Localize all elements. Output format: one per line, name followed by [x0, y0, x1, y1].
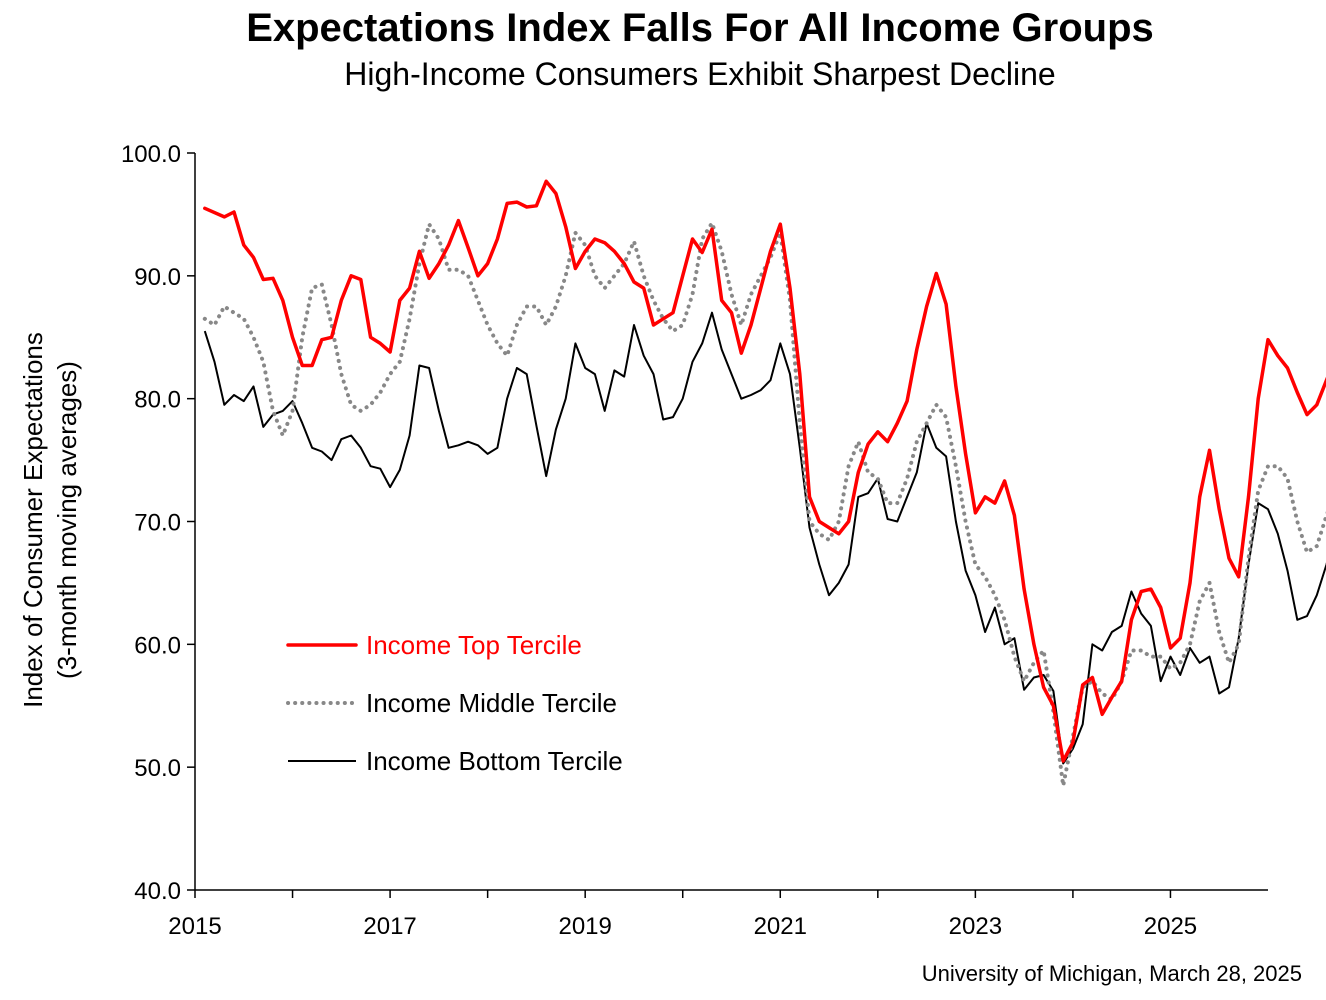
series-line-top: [203, 179, 1326, 763]
x-tick-label: 2021: [754, 913, 807, 940]
x-tick-label: 2015: [168, 913, 221, 940]
x-tick-label: 2017: [363, 913, 416, 940]
x-tick-label: 2025: [1144, 913, 1197, 940]
legend-label-middle: Income Middle Tercile: [366, 688, 617, 718]
series-layer: [202, 179, 1326, 788]
y-tick-label: 50.0: [134, 755, 181, 782]
y-axis-title-line1: Index of Consumer Expectations: [18, 332, 48, 708]
x-tick-label: 2023: [949, 913, 1002, 940]
chart-subtitle: High-Income Consumers Exhibit Sharpest D…: [344, 56, 1056, 92]
y-axis-title: Index of Consumer Expectations (3-month …: [18, 332, 82, 708]
y-tick-label: 100.0: [121, 141, 181, 168]
y-tick-label: 90.0: [134, 264, 181, 291]
y-tick-label: 70.0: [134, 510, 181, 537]
y-tick-label: 40.0: [134, 878, 181, 905]
y-tick-label: 60.0: [134, 632, 181, 659]
y-tick-label: 80.0: [134, 387, 181, 414]
chart-axes: 40.0 50.0 60.0 70.0 80.0 90.0 100.0 2015 2017 201…: [121, 141, 1268, 940]
series-line-bottom: [203, 311, 1326, 765]
chart-title: Expectations Index Falls For All Income …: [246, 6, 1154, 50]
source-note: University of Michigan, March 28, 2025: [921, 961, 1302, 986]
y-axis-title-line2: (3-month moving averages): [52, 361, 82, 679]
x-tick-label: 2019: [558, 913, 611, 940]
chart-legend: Income Top Tercile Income Middle Tercile I…: [286, 630, 623, 776]
legend-label-top: Income Top Tercile: [366, 630, 582, 660]
series-line-middle: [202, 221, 1326, 788]
legend-label-bottom: Income Bottom Tercile: [366, 746, 623, 776]
